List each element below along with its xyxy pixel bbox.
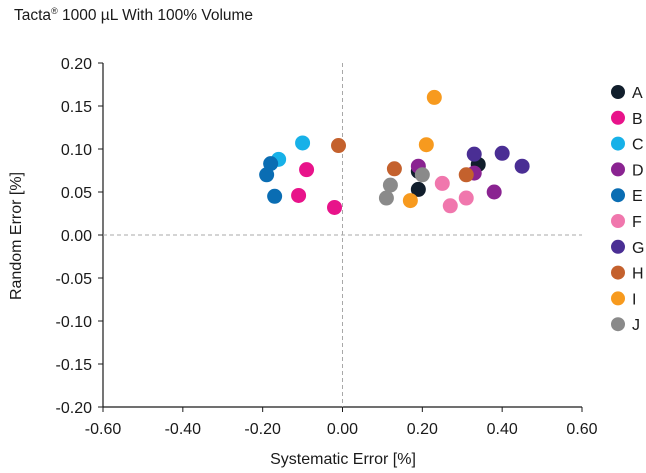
data-point-g [514, 158, 530, 174]
data-point-i [402, 193, 418, 209]
data-point-d [486, 184, 502, 200]
y-tick-label: -0.15 [56, 357, 93, 374]
legend-label-b: B [632, 111, 643, 128]
legend-marker-c [611, 136, 625, 151]
data-point-g [466, 146, 482, 162]
y-tick-label: -0.10 [56, 314, 93, 331]
x-tick-label: -0.20 [244, 421, 281, 438]
data-point-h [458, 167, 474, 183]
y-tick-label: 0.15 [61, 99, 92, 116]
data-point-b [299, 162, 315, 178]
legend-label-c: C [632, 137, 644, 154]
legend-marker-i [611, 291, 625, 306]
chart-title: Tacta® 1000 µL With 100% Volume [14, 6, 254, 25]
x-tick-label: 0.00 [327, 421, 358, 438]
data-point-c [295, 135, 311, 151]
axes: -0.60 -0.40 -0.20 0.00 0.20 0.40 0.60 -0.20 -0.1… [56, 56, 598, 438]
legend-marker-g [611, 239, 625, 254]
y-tick-label: 0.20 [61, 56, 92, 73]
data-point-a [410, 181, 426, 197]
legend-marker-b [611, 110, 625, 125]
reference-lines [103, 63, 582, 407]
data-point-i [426, 89, 442, 105]
data-points [259, 89, 530, 215]
data-point-e [267, 188, 283, 204]
legend-marker-h [611, 265, 625, 280]
legend-marker-j [611, 317, 625, 332]
data-point-e [259, 167, 275, 183]
legend-label-j: J [632, 317, 640, 334]
legend-label-f: F [632, 214, 642, 231]
legend-label-i: I [632, 291, 636, 308]
y-tick-label: 0.10 [61, 142, 92, 159]
data-point-f [434, 175, 450, 191]
data-point-j [414, 167, 430, 183]
data-point-f [458, 190, 474, 206]
x-tick-label: 0.40 [487, 421, 518, 438]
data-point-g [494, 145, 510, 161]
data-point-j [382, 177, 398, 193]
legend-label-d: D [632, 162, 644, 179]
y-axis-title: Random Error [%] [8, 172, 25, 300]
legend-label-h: H [632, 266, 644, 283]
x-tick-label: -0.40 [165, 421, 202, 438]
y-tick-label: 0.05 [61, 185, 92, 202]
x-tick-label: -0.60 [85, 421, 122, 438]
x-tick-label: 0.60 [566, 421, 597, 438]
data-point-b [327, 199, 343, 215]
y-tick-label: 0.00 [61, 228, 92, 245]
legend-marker-f [611, 214, 625, 228]
data-point-f [442, 198, 458, 214]
data-point-h [386, 161, 402, 177]
y-tick-label: -0.20 [56, 400, 93, 417]
legend-label-a: A [632, 85, 643, 102]
data-point-b [291, 187, 307, 203]
legend-label-g: G [632, 240, 644, 257]
data-point-j [378, 190, 394, 206]
x-tick-label: 0.20 [407, 421, 438, 438]
legend-marker-e [611, 188, 625, 203]
data-point-i [418, 137, 434, 153]
legend-marker-d [611, 162, 625, 177]
legend-marker-a [611, 85, 625, 99]
y-tick-label: -0.05 [56, 271, 93, 288]
x-axis-title: Systematic Error [%] [270, 451, 416, 468]
data-point-h [331, 138, 347, 154]
legend-label-e: E [632, 188, 643, 205]
